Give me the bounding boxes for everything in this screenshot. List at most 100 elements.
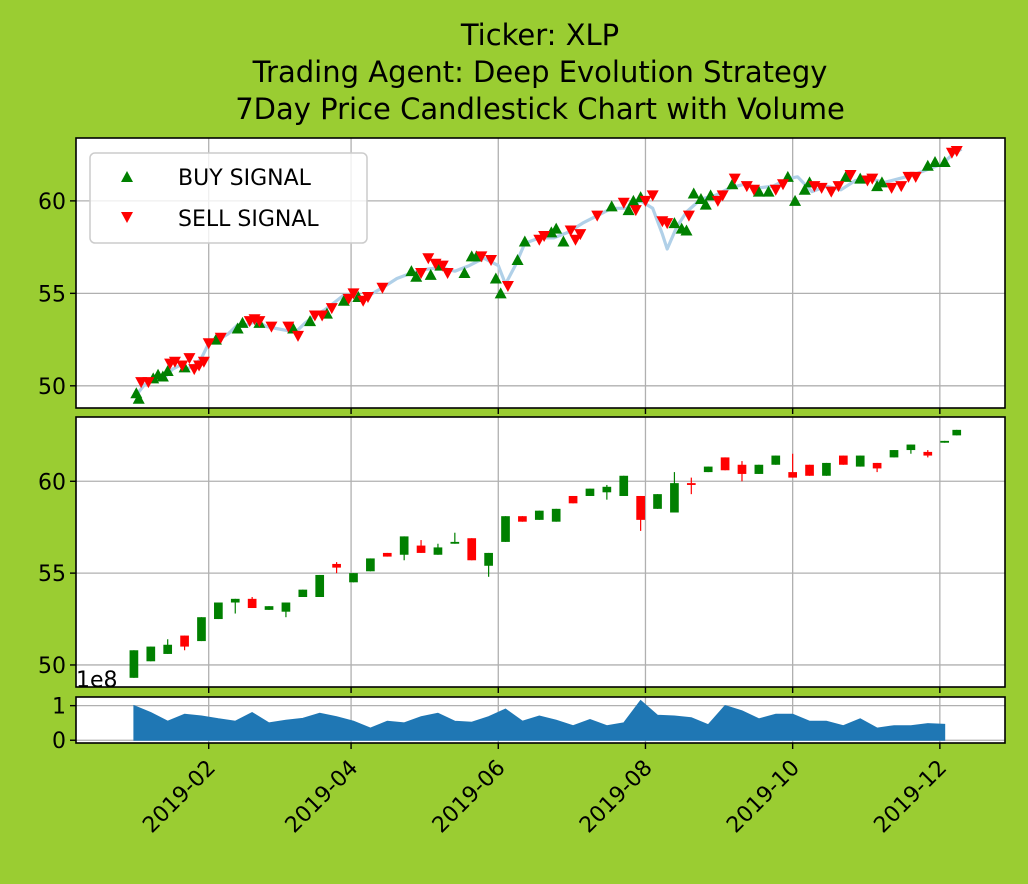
buy-signal-marker: [605, 200, 618, 212]
buy-signal-marker: [762, 185, 775, 197]
candle-body: [838, 455, 848, 465]
x-tick-label: 2019-02: [138, 756, 221, 839]
buy-signal-marker: [680, 224, 693, 236]
sell-signal-marker: [748, 184, 761, 196]
candle-body: [686, 483, 696, 485]
sell-signal-marker: [895, 181, 908, 193]
sell-signal-marker: [909, 171, 922, 183]
candle-body: [484, 552, 493, 566]
signals-y-tick-label: 55: [38, 282, 66, 307]
candlestick-y-tick-label: 55: [38, 562, 66, 587]
candle-body: [670, 483, 679, 513]
sell-signal-marker: [214, 332, 227, 344]
candlestick-axes: [76, 417, 1005, 687]
sell-signal-marker: [711, 195, 724, 207]
candle-body: [636, 495, 645, 520]
signals-axes-frame: [75, 137, 1006, 409]
candle-body: [214, 602, 223, 620]
sell-signal-marker: [832, 181, 845, 193]
sell-signal-marker: [569, 234, 582, 246]
volume-offset-label: 1e8: [76, 668, 118, 693]
candle-body: [416, 545, 426, 553]
candlestick-plot: [129, 429, 962, 678]
buy-signal-marker: [557, 235, 570, 247]
buy-signal-marker: [687, 187, 700, 199]
candlestick-y-tick-label: 50: [38, 654, 66, 679]
sell-signal-marker: [282, 321, 295, 333]
candle-body: [332, 563, 341, 568]
candle-body: [619, 475, 629, 496]
volume-axes-frame: [75, 696, 1006, 744]
sell-signal-marker: [176, 360, 189, 372]
candle-body: [703, 466, 713, 473]
buy-signal-marker: [781, 170, 794, 182]
candle-body: [737, 464, 747, 474]
sell-signal-marker: [325, 303, 338, 315]
buy-signal-marker: [161, 365, 174, 377]
candle-body: [349, 573, 358, 583]
sell-signal-marker: [574, 229, 587, 241]
candle-body: [180, 635, 189, 647]
candle-body: [450, 541, 460, 544]
sell-signal-marker: [617, 197, 630, 209]
sell-signal-marker: [142, 377, 155, 389]
sell-signal-marker: [728, 173, 741, 185]
buy-signal-marker: [789, 194, 802, 206]
buy-signal-marker: [854, 172, 867, 184]
sell-signal-marker: [564, 225, 577, 237]
signals-y-tick-label: 60: [38, 190, 66, 215]
sell-signal-marker: [197, 356, 210, 368]
candle-body: [382, 552, 392, 557]
candle-body: [855, 455, 865, 467]
candle-body: [433, 547, 443, 555]
buy-signal-marker: [287, 322, 300, 334]
candle-body: [889, 450, 899, 458]
buy-signal-marker: [929, 156, 942, 168]
candle-body: [551, 508, 561, 522]
legend: BUY SIGNAL SELL SIGNAL: [89, 152, 368, 244]
volume-area: [133, 699, 946, 741]
candle-body: [653, 494, 662, 509]
sell-signal-marker: [265, 321, 278, 333]
sell-signal-marker: [342, 293, 355, 305]
legend-entry-sell: SELL SIGNAL: [178, 207, 319, 232]
candle-body: [264, 606, 274, 610]
legend-entry-buy: BUY SIGNAL: [178, 166, 312, 191]
sell-signal-marker: [591, 210, 604, 222]
candlestick-y-tick-label: 60: [38, 470, 66, 495]
sell-signal-marker: [291, 330, 304, 342]
candle-body: [906, 444, 916, 451]
buy-signal-marker: [668, 217, 681, 229]
buy-signal-marker: [156, 370, 169, 382]
sell-signal-marker: [441, 268, 454, 279]
buy-signal-marker: [839, 170, 852, 182]
sell-signal-marker: [415, 268, 428, 279]
sell-signal-marker: [202, 338, 215, 350]
candle-body: [163, 644, 173, 654]
sell-signal-marker: [361, 292, 374, 304]
candle-body: [822, 462, 831, 476]
buy-signal-marker: [304, 315, 317, 327]
candle-body: [771, 455, 781, 465]
sell-signal-marker: [844, 169, 857, 181]
candle-body: [366, 558, 375, 572]
buy-signal-marker: [424, 268, 437, 280]
chart-title-line-3: 7Day Price Candlestick Chart with Volume: [235, 92, 845, 126]
candle-body: [805, 464, 814, 476]
sell-signal-marker: [740, 181, 753, 193]
buy-signal-marker: [752, 185, 765, 197]
candle-body: [585, 488, 595, 496]
candle-body: [754, 464, 764, 474]
sell-signal-marker: [950, 145, 963, 157]
buy-signal-marker: [622, 204, 635, 216]
candlestick-axes-frame: [75, 416, 1006, 688]
sell-signal-marker: [501, 280, 514, 292]
buy-signal-marker: [410, 270, 423, 282]
x-tick-label: 2019-10: [722, 756, 805, 839]
buy-signal-marker: [550, 222, 563, 234]
sell-signal-marker: [682, 210, 695, 222]
candle-body: [568, 495, 578, 504]
candle-body: [399, 536, 409, 555]
sell-signal-marker: [538, 231, 551, 243]
sell-signal-marker: [885, 182, 898, 194]
